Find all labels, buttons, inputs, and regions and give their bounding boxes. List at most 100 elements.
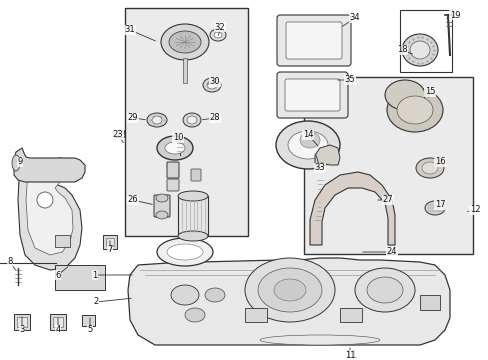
Polygon shape [26, 170, 73, 255]
Text: 16: 16 [434, 157, 445, 166]
Text: 30: 30 [209, 77, 220, 86]
FancyBboxPatch shape [167, 179, 179, 191]
Text: 12: 12 [469, 206, 479, 215]
Text: 26: 26 [127, 195, 138, 204]
FancyBboxPatch shape [285, 22, 341, 59]
FancyBboxPatch shape [276, 72, 347, 118]
Text: 7: 7 [107, 246, 112, 255]
Text: 18: 18 [396, 45, 407, 54]
Bar [304, 77, 472, 254]
FancyBboxPatch shape [285, 79, 339, 111]
Text: 6: 6 [55, 270, 61, 279]
Text: 2: 2 [93, 297, 99, 306]
Ellipse shape [167, 244, 203, 260]
Ellipse shape [152, 116, 162, 124]
Text: 23: 23 [114, 130, 126, 140]
Text: 32: 32 [214, 22, 225, 31]
Text: 3: 3 [19, 325, 24, 334]
Text: 31: 31 [124, 26, 135, 35]
Ellipse shape [171, 285, 199, 305]
Ellipse shape [209, 29, 225, 41]
Ellipse shape [156, 194, 168, 202]
Polygon shape [17, 317, 27, 327]
Ellipse shape [206, 81, 217, 89]
Ellipse shape [260, 335, 379, 345]
Ellipse shape [157, 136, 193, 160]
Text: 35: 35 [344, 76, 355, 85]
Polygon shape [53, 317, 63, 327]
Polygon shape [14, 148, 85, 182]
Ellipse shape [258, 268, 321, 312]
Ellipse shape [204, 288, 224, 302]
Ellipse shape [157, 238, 213, 266]
Bar [125, 8, 247, 236]
Text: 5: 5 [87, 325, 92, 334]
Text: 17: 17 [434, 201, 445, 210]
Bar [55, 265, 105, 290]
Text: 11: 11 [345, 350, 358, 360]
Ellipse shape [366, 277, 402, 303]
Bar [339, 308, 361, 322]
Ellipse shape [156, 211, 168, 219]
Ellipse shape [415, 158, 443, 178]
Text: 27: 27 [382, 195, 392, 204]
Bar [178, 196, 207, 236]
FancyBboxPatch shape [167, 162, 179, 178]
Ellipse shape [161, 24, 208, 60]
Ellipse shape [287, 131, 327, 159]
Bar [419, 295, 439, 310]
Bar [106, 238, 114, 246]
Ellipse shape [174, 140, 185, 156]
Ellipse shape [178, 191, 207, 201]
Polygon shape [309, 172, 394, 245]
Bar [399, 10, 451, 72]
Text: 29: 29 [127, 113, 138, 122]
FancyBboxPatch shape [191, 169, 201, 181]
Ellipse shape [147, 113, 167, 127]
Text: 8: 8 [7, 257, 13, 266]
Ellipse shape [178, 231, 207, 241]
Ellipse shape [12, 155, 20, 171]
Ellipse shape [384, 80, 424, 110]
Polygon shape [314, 145, 339, 165]
Text: 1: 1 [92, 270, 98, 279]
Text: 33: 33 [314, 163, 325, 172]
Text: 4: 4 [55, 325, 61, 334]
Polygon shape [14, 314, 30, 330]
Ellipse shape [396, 96, 432, 124]
Polygon shape [82, 315, 95, 326]
Polygon shape [128, 258, 449, 345]
Ellipse shape [409, 41, 429, 59]
Text: 34: 34 [349, 13, 360, 22]
Ellipse shape [203, 78, 221, 92]
Ellipse shape [214, 32, 222, 38]
Text: 28: 28 [209, 113, 220, 122]
Text: 23: 23 [112, 130, 123, 139]
Polygon shape [50, 314, 66, 330]
Polygon shape [18, 158, 82, 270]
Text: 11: 11 [344, 351, 354, 360]
Text: 19: 19 [449, 10, 459, 19]
Ellipse shape [299, 132, 319, 148]
Ellipse shape [186, 116, 197, 124]
Ellipse shape [275, 121, 339, 169]
FancyBboxPatch shape [276, 15, 350, 66]
Text: 15: 15 [424, 87, 434, 96]
Text: 9: 9 [18, 157, 22, 166]
Ellipse shape [37, 192, 53, 208]
Text: 10: 10 [172, 134, 183, 143]
Bar [244, 308, 266, 322]
Ellipse shape [164, 142, 184, 154]
Ellipse shape [424, 201, 444, 215]
Text: 24: 24 [386, 248, 396, 256]
Ellipse shape [401, 34, 437, 66]
Ellipse shape [169, 31, 201, 53]
Ellipse shape [244, 258, 334, 322]
Bar [55, 235, 70, 247]
Ellipse shape [273, 279, 305, 301]
Ellipse shape [184, 308, 204, 322]
Bar [103, 235, 117, 249]
Ellipse shape [386, 88, 442, 132]
Text: 14: 14 [302, 130, 313, 139]
FancyBboxPatch shape [154, 195, 170, 217]
